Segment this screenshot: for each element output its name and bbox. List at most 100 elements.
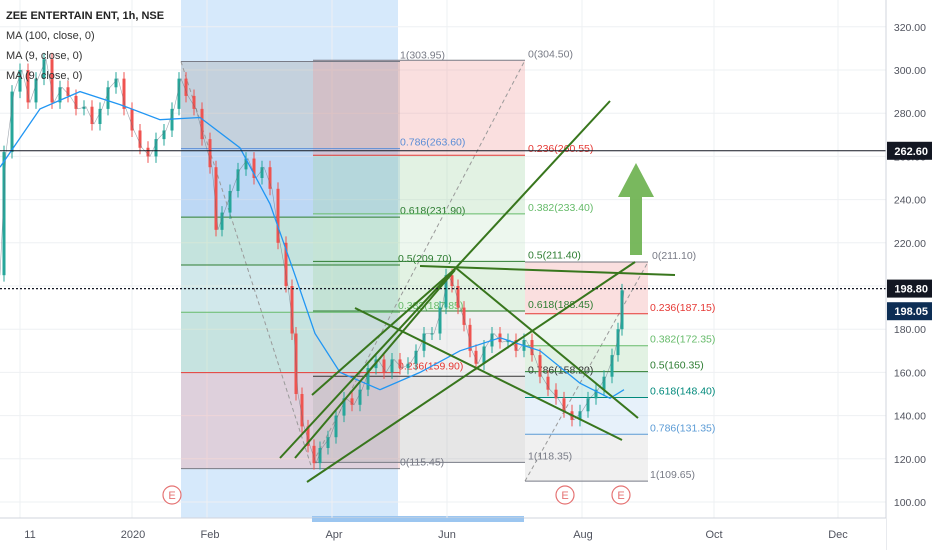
candle-body	[220, 212, 224, 230]
fib-zone	[525, 434, 648, 482]
candle-body	[252, 158, 256, 178]
candle-body	[350, 398, 354, 405]
ma100-line	[0, 90, 625, 400]
fib-level-label: 1(118.35)	[528, 450, 572, 462]
x-tick-label: Feb	[201, 529, 220, 541]
fib-level-label: 0.5(211.40)	[528, 249, 581, 261]
chart-title: ZEE ENTERTAIN ENT, 1h, NSE	[6, 10, 165, 22]
candle-body	[10, 91, 14, 153]
candle-body	[122, 78, 126, 109]
candle-body	[290, 286, 294, 334]
candle-body	[82, 106, 86, 109]
candle-body	[98, 108, 102, 124]
candle-body	[450, 275, 454, 286]
y-tick-label: 120.00	[894, 454, 926, 466]
time-axis-bg	[0, 518, 886, 550]
x-tick-label: 2020	[121, 529, 145, 541]
grid	[0, 0, 886, 518]
wedge-right-line	[455, 267, 639, 419]
candle-body	[208, 139, 212, 168]
price-badge-label: 262.60	[894, 146, 928, 158]
fib-zone	[313, 261, 525, 311]
fib-level-label: 0.5(209.70)	[398, 253, 452, 265]
indicator-ma100-label[interactable]: MA (100, close, 0)	[6, 30, 95, 42]
fib-zone	[313, 213, 525, 262]
x-tick-label: Dec	[828, 529, 848, 541]
fib-level-label: 0.382(172.35)	[650, 334, 715, 346]
falling-channel-line	[354, 307, 623, 441]
fib-zone	[313, 60, 525, 156]
candle-body	[342, 398, 346, 416]
candle-body	[34, 78, 38, 103]
channel-lower-line	[306, 261, 636, 483]
candle-body	[260, 167, 264, 178]
candle-body	[562, 398, 566, 412]
fib-level-label: 0.786(131.35)	[650, 422, 715, 434]
candle-body	[200, 108, 204, 140]
candle-body	[192, 95, 196, 109]
candle-body	[184, 78, 188, 96]
candle-body	[474, 350, 478, 364]
earnings-marker	[162, 485, 182, 505]
fib-level-label: 0.5(160.35)	[650, 360, 704, 372]
fib-level-label: 0(211.10)	[652, 250, 696, 262]
candle-body	[482, 346, 486, 364]
fib-level-label: 0.618(148.40)	[650, 385, 715, 397]
price-line	[0, 58, 625, 464]
candle-body	[42, 59, 46, 79]
fib-level-label: 1(303.95)	[400, 49, 445, 61]
candle-body	[236, 169, 240, 191]
candle-body	[244, 158, 248, 170]
x-tick-label: Aug	[573, 529, 593, 541]
channel-upper-line	[279, 100, 611, 459]
candle-body	[430, 333, 434, 335]
candle-body	[58, 87, 62, 103]
fib-level-label: 0.382(233.40)	[528, 202, 593, 214]
price-markers	[0, 150, 886, 290]
candle-body	[468, 324, 472, 351]
y-tick-label: 220.00	[894, 238, 926, 250]
price-badge-label: 198.05	[894, 306, 928, 318]
candle-body	[312, 445, 316, 464]
fib-retracement-3	[524, 261, 649, 482]
candle-body	[130, 108, 134, 131]
candle-body	[602, 376, 606, 390]
candle-body	[334, 415, 338, 438]
target-arrow	[618, 163, 654, 255]
fib-zone	[181, 61, 400, 149]
indicator-ma9-label[interactable]: MA (9, close, 0)	[6, 50, 83, 62]
candle-body	[438, 307, 442, 334]
candle-body	[306, 426, 310, 446]
indicator-ma9b-label[interactable]: MA (9, close, 0)	[6, 70, 83, 82]
fib-level-label: 0.786(263.60)	[400, 137, 465, 149]
fib-level-label: 0(304.50)	[528, 48, 573, 60]
y-tick-label: 160.00	[894, 367, 926, 379]
candle-body	[546, 376, 550, 390]
fib-level-label: 1(109.65)	[650, 469, 695, 481]
x-tick-label: 11	[24, 529, 35, 541]
x-tick-label: Jun	[438, 529, 456, 541]
candle-body	[114, 78, 118, 88]
fib-zone	[313, 310, 525, 377]
candle-body	[414, 350, 418, 364]
fib-level-label: 0.236(187.15)	[650, 302, 715, 314]
candle-body	[106, 87, 110, 109]
earnings-marker-label: E	[168, 490, 175, 502]
fib-zone	[313, 155, 525, 214]
candle-body	[138, 130, 142, 148]
candle-body	[284, 242, 288, 286]
earnings-marker	[555, 485, 575, 505]
candle-body	[276, 188, 280, 243]
price-badge	[887, 141, 932, 160]
candle-body	[538, 355, 542, 377]
fib-zone	[313, 376, 525, 463]
fib-zone	[525, 313, 648, 346]
earnings-marker	[611, 485, 631, 505]
y-tick-label: 180.00	[894, 324, 926, 336]
candle-body	[90, 106, 94, 124]
price-axis-bg	[886, 0, 932, 550]
candle-body	[382, 359, 386, 373]
